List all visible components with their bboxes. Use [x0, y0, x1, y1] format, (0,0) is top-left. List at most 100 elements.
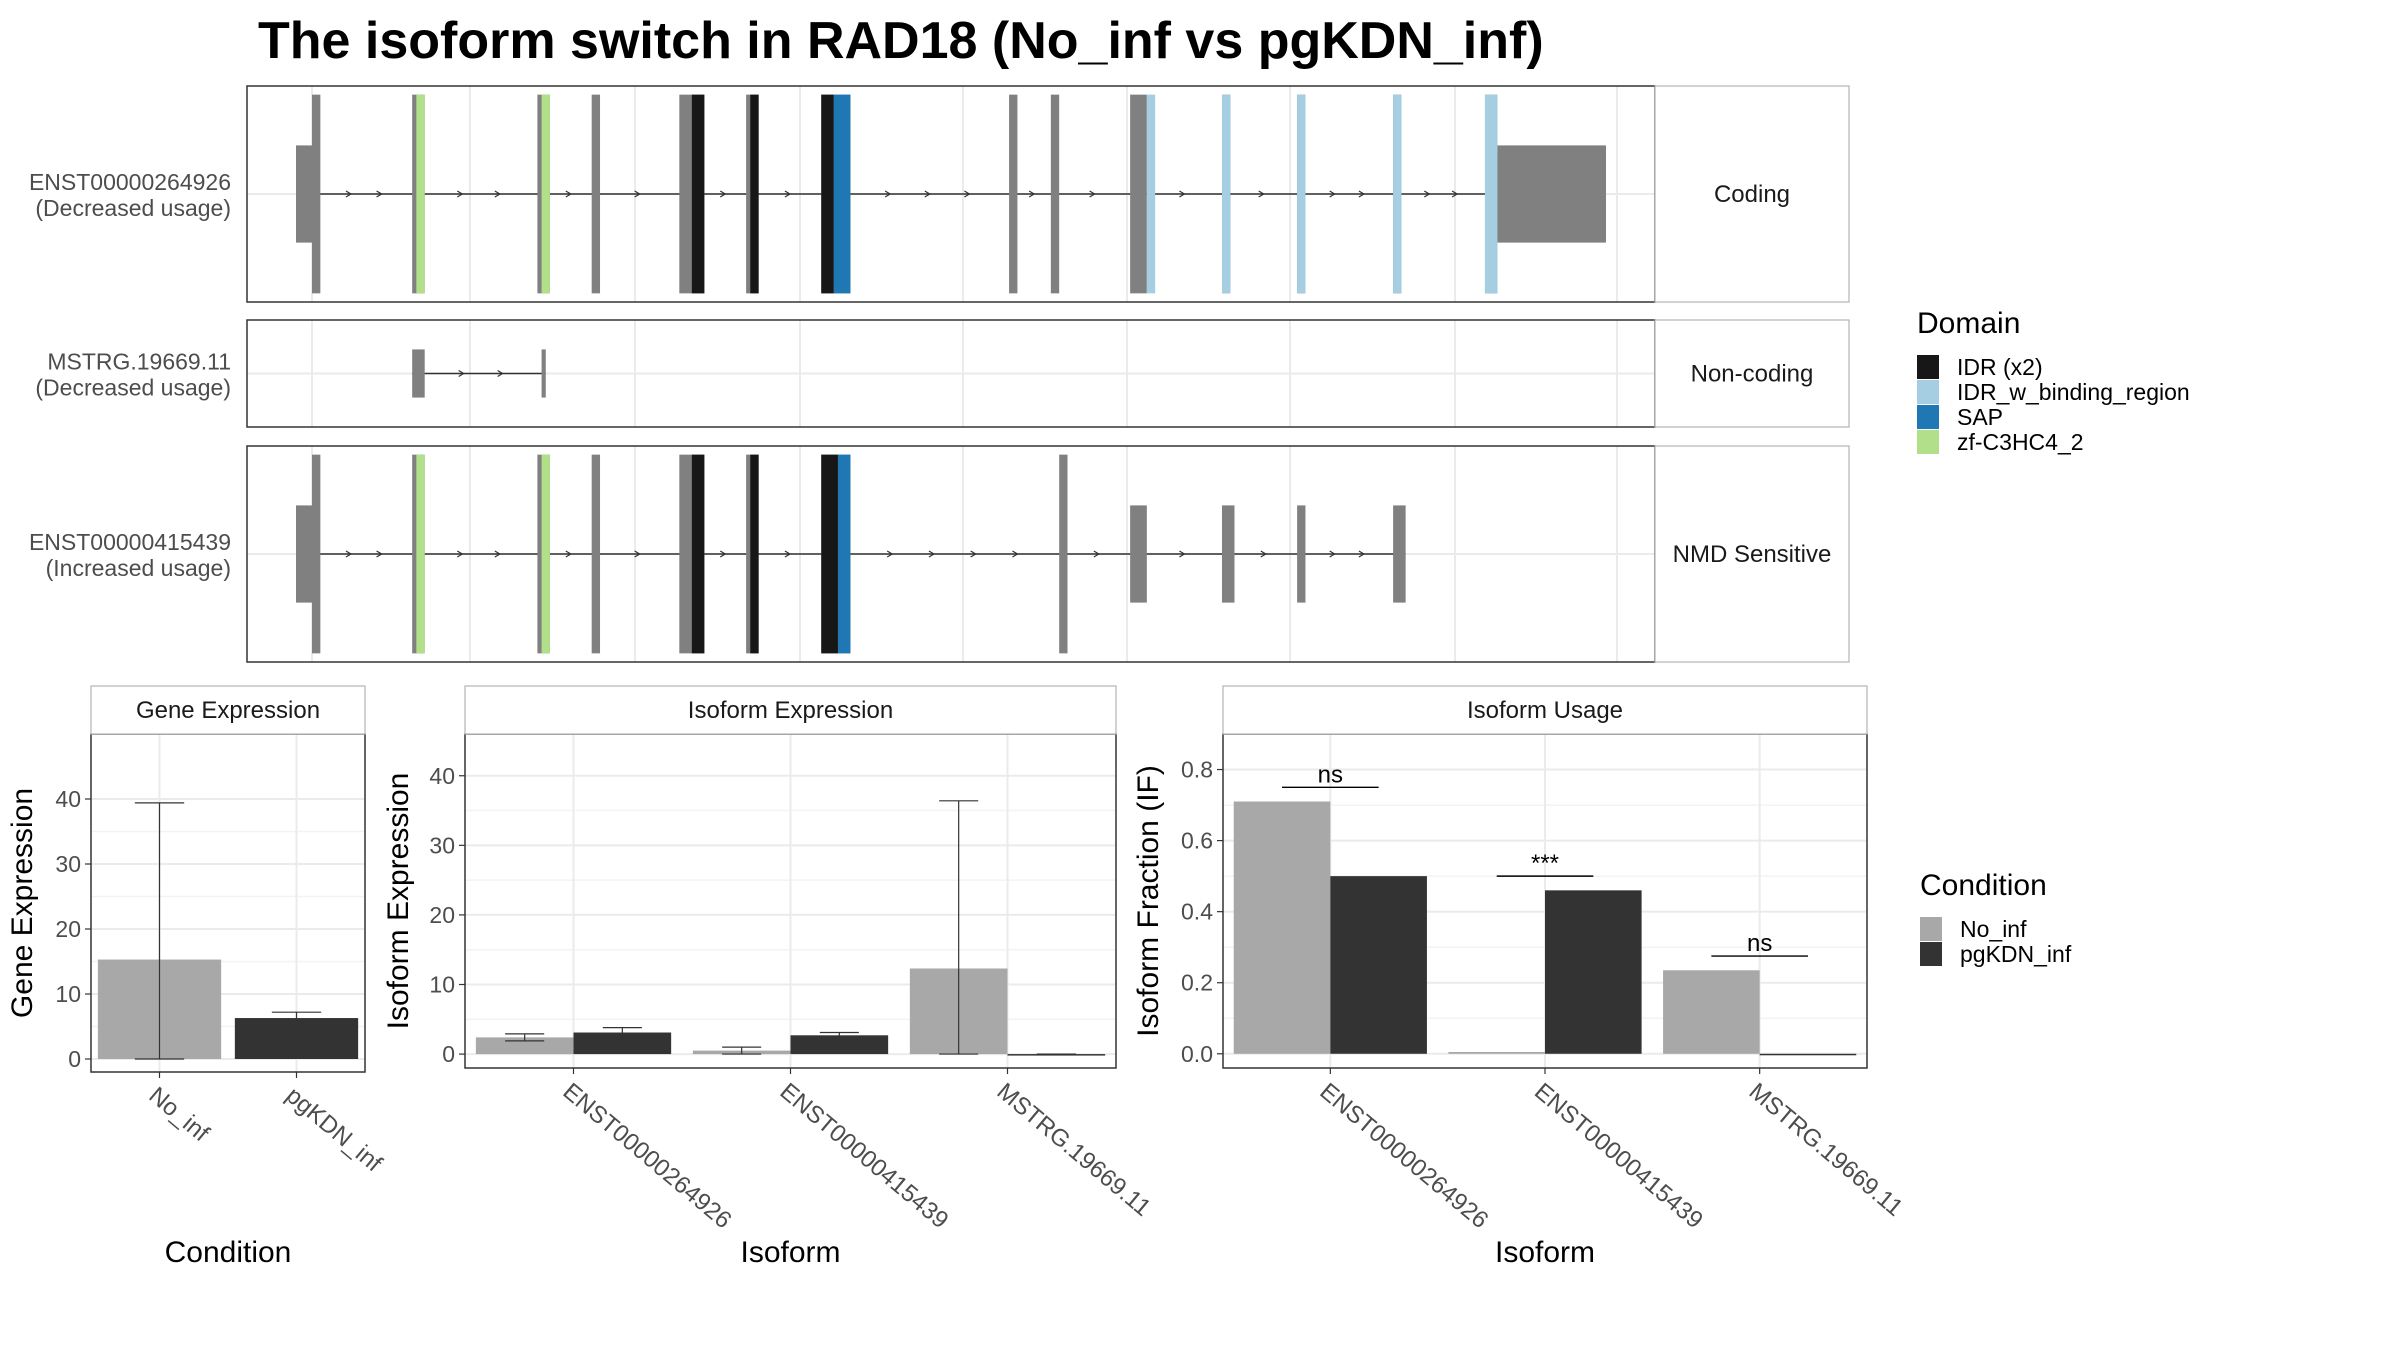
isoform-track-1: Coding ENST00000264926(Decreased usage) [29, 85, 1850, 303]
exon [591, 454, 601, 654]
direction-arrow [1028, 190, 1036, 198]
domain-region [837, 454, 851, 654]
exon [591, 94, 601, 294]
isoform-name: ENST00000264926 [29, 169, 231, 195]
direction-arrow [376, 190, 383, 198]
y-tick-label: 30 [55, 851, 81, 877]
direction-arrow [565, 550, 572, 558]
x-tick-label: MSTRG.19669.11 [1744, 1078, 1908, 1222]
category-strip [1654, 445, 1850, 663]
direction-arrow [928, 550, 936, 558]
condition-legend-swatch [1920, 917, 1942, 941]
isoform-name: MSTRG.19669.11 [47, 349, 231, 375]
direction-arrow [784, 550, 792, 558]
bar [1233, 801, 1331, 1054]
bar [1007, 1054, 1106, 1056]
category-label: NMD Sensitive [1673, 541, 1832, 568]
domain-region [821, 454, 838, 654]
direction-arrow [784, 190, 792, 198]
exon [1297, 505, 1306, 603]
chart-title: Isoform Usage [1467, 697, 1623, 724]
exon [1050, 94, 1060, 294]
y-tick-label: 10 [55, 981, 81, 1007]
domain-legend-label: IDR_w_binding_region [1957, 379, 2190, 405]
chart-1: Gene Expression 0 10 20 30 40 No_inf pgKDN_inf C… [6, 685, 388, 1269]
exon [541, 349, 546, 398]
isoform-usage: (Increased usage) [46, 555, 231, 581]
bar [790, 1035, 889, 1055]
isoform-usage: (Decreased usage) [35, 195, 231, 221]
direction-arrow [970, 550, 977, 558]
direction-arrow [1179, 550, 1186, 558]
bar [1330, 876, 1427, 1054]
domain-legend: Domain IDR (x2)IDR_w_binding_regionSAPzf-… [1917, 307, 2190, 455]
direction-arrow [1089, 190, 1096, 198]
domain-region [691, 454, 705, 654]
direction-arrow [1012, 550, 1019, 558]
chart-2: Isoform Expression 0 10 20 30 40 ENST000002649… [382, 685, 1156, 1269]
y-tick-label: 0.0 [1181, 1041, 1213, 1067]
x-tick-label: pgKDN_inf [281, 1082, 388, 1178]
y-tick-label: 20 [429, 902, 455, 928]
y-tick-label: 0.4 [1181, 899, 1213, 925]
domain-legend-swatch [1917, 380, 1939, 404]
y-axis-title: Gene Expression [6, 788, 39, 1018]
direction-arrow [1423, 190, 1431, 198]
domain-legend-label: zf-C3HC4_2 [1957, 429, 2084, 455]
domain-region [541, 94, 550, 294]
condition-legend-title: Condition [1920, 869, 2047, 902]
domain-region [1146, 94, 1156, 294]
domain-region [691, 94, 705, 294]
direction-arrow [1258, 190, 1265, 198]
domain-region [750, 454, 759, 654]
direction-arrow [1260, 550, 1267, 558]
domain-legend-swatch [1917, 355, 1939, 379]
domain-region [1221, 94, 1231, 294]
x-tick-label: No_inf [144, 1082, 215, 1147]
direction-arrow [634, 550, 641, 558]
category-label: Non-coding [1691, 361, 1814, 388]
direction-arrow [345, 550, 353, 558]
bar [1663, 970, 1760, 1054]
domain-legend-label: SAP [1957, 404, 2003, 430]
y-axis-title: Isoform Expression [382, 773, 415, 1030]
significance-label: ns [1747, 930, 1772, 957]
direction-arrow [1179, 190, 1186, 198]
facet-strip [464, 685, 1117, 735]
x-tick-label: ENST00000264926 [1314, 1078, 1493, 1234]
direction-arrow [634, 190, 641, 198]
direction-arrow [1358, 550, 1366, 558]
chart-title: Gene Expression [136, 697, 320, 724]
isoform-usage: (Decreased usage) [35, 375, 231, 401]
x-tick-label: ENST00000415439 [1529, 1078, 1708, 1234]
domain-legend-title: Domain [1917, 307, 2020, 340]
exon [312, 454, 321, 654]
condition-legend-label: No_inf [1960, 916, 2027, 942]
direction-arrow [376, 550, 383, 558]
y-tick-label: 0 [68, 1046, 81, 1072]
facet-strip [90, 685, 366, 735]
exon [1497, 145, 1606, 243]
chart-title: Isoform Expression [688, 697, 893, 724]
expression-charts: Gene Expression 0 10 20 30 40 No_inf pgKDN_inf C… [6, 685, 1908, 1269]
direction-arrow [456, 190, 464, 198]
domain-region [750, 94, 759, 294]
direction-arrow [494, 550, 502, 558]
y-tick-label: 0.6 [1181, 828, 1213, 854]
domain-region [821, 94, 834, 294]
significance-label: ns [1318, 761, 1343, 788]
direction-arrow [345, 190, 353, 198]
bar [1448, 1052, 1545, 1054]
condition-legend-label: pgKDN_inf [1960, 941, 2072, 967]
y-tick-label: 0.2 [1181, 970, 1213, 996]
domain-region [833, 94, 851, 294]
y-tick-label: 30 [429, 832, 455, 858]
exon [1130, 94, 1147, 294]
x-tick-label: ENST00000415439 [775, 1078, 954, 1234]
exon [1221, 505, 1235, 603]
direction-arrow [719, 550, 727, 558]
bar [1545, 890, 1642, 1054]
